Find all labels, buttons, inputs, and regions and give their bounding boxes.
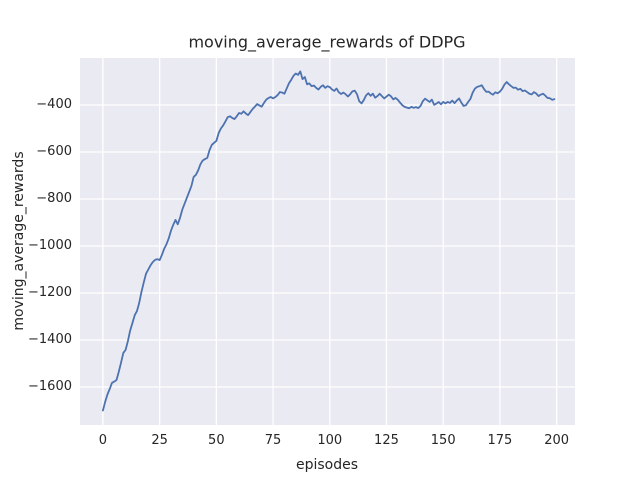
y-axis-label: moving_average_rewards [11,151,27,331]
y-tick-label: −1200 [28,285,72,300]
x-tick-label: 150 [430,433,456,448]
y-tick-label: −1000 [28,238,72,253]
y-tick-label: −1600 [28,379,72,394]
x-axis-label: episodes [295,457,359,473]
y-tick-label: −600 [36,144,72,159]
x-tick-label: 0 [98,433,108,448]
x-tick-label: 100 [317,433,343,448]
y-tick-label: −1400 [28,332,72,347]
chart-title: moving_average_rewards of DDPG [188,32,466,52]
x-tick-label: 75 [264,433,282,448]
x-tick-label: 125 [374,433,399,448]
line-chart [80,58,575,425]
x-tick-label: 175 [487,433,513,448]
x-tick-label: 25 [151,433,168,448]
plot-area [80,58,575,425]
x-tick-label: 200 [544,433,570,448]
x-tick-label: 50 [208,433,225,448]
reward-line [102,70,556,412]
y-tick-label: −800 [36,191,72,206]
y-tick-label: −400 [36,97,72,112]
